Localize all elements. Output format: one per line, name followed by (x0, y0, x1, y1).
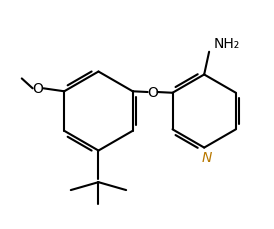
Text: O: O (32, 82, 43, 96)
Text: N: N (202, 150, 212, 164)
Text: O: O (147, 86, 158, 100)
Text: NH₂: NH₂ (214, 37, 240, 51)
